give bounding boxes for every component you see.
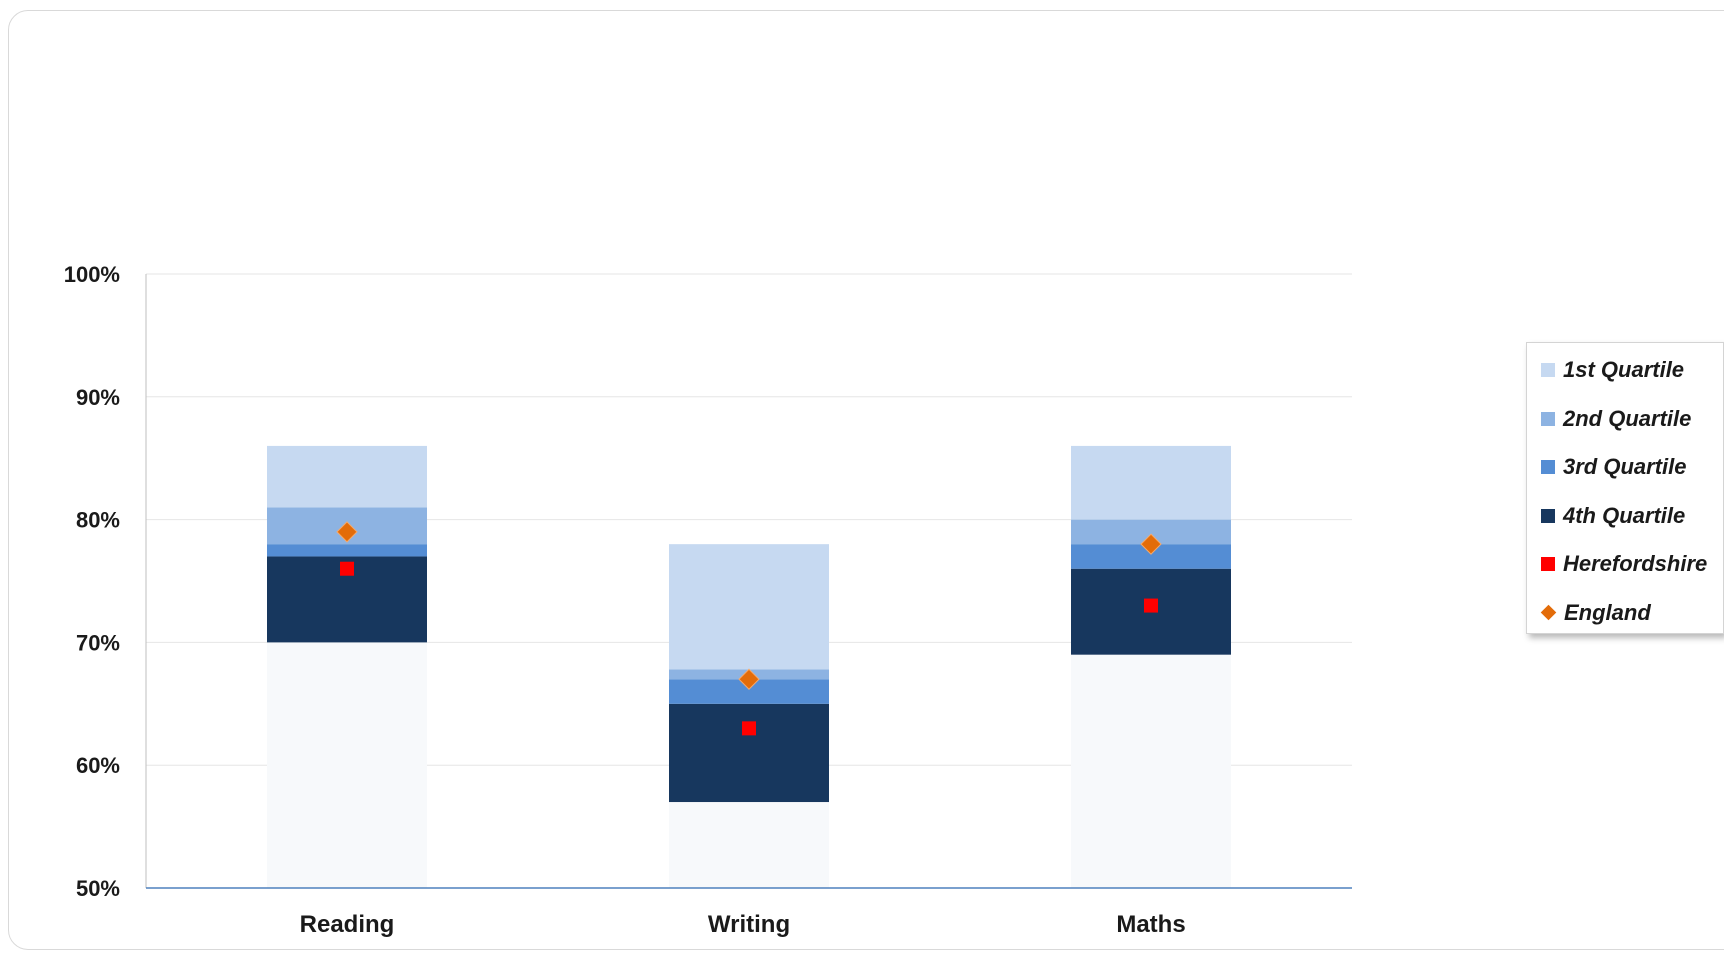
herefordshire-marker: [340, 561, 354, 576]
legend-label: 4th Quartile: [1563, 502, 1686, 528]
legend-item: Herefordshire: [1541, 549, 1707, 579]
bar-segment-3rd-quartile: [267, 544, 427, 557]
x-category-label: Writing: [708, 911, 790, 938]
bars: [267, 445, 1231, 888]
y-tick-label: 80%: [76, 508, 120, 533]
bar-segment-1st-quartile: [669, 544, 829, 670]
england-marker: [1140, 533, 1162, 555]
legend-label: 1st Quartile: [1563, 357, 1685, 382]
legend: 1st Quartile 2nd Quartile 3rd Quartile 4th …: [1526, 342, 1724, 634]
bar-segment-1st-quartile: [267, 445, 427, 508]
y-tick-label: 70%: [76, 630, 120, 655]
bar-segment-4th-quartile: [669, 703, 829, 803]
square-swatch-icon: [1541, 460, 1555, 474]
y-tick-label: 50%: [76, 876, 120, 901]
legend-item: 1st Quartile: [1541, 355, 1684, 385]
x-category-labels: Reading Writing Maths: [300, 911, 1186, 938]
bar-base-segment: [267, 642, 427, 888]
legend-label: England: [1564, 599, 1651, 625]
herefordshire-marker: [742, 721, 756, 736]
legend-item: England: [1540, 598, 1651, 628]
legend-label: 2nd Quartile: [1563, 405, 1692, 431]
y-tick-label: 100%: [64, 262, 120, 287]
square-swatch-icon: [1541, 508, 1555, 523]
bar-base-segment: [669, 802, 829, 888]
markers: [336, 521, 1162, 736]
square-swatch-icon: [1541, 557, 1555, 571]
y-tick-labels: 50% 60% 70% 80% 90% 100%: [64, 262, 120, 901]
england-marker: [738, 668, 760, 690]
england-marker: [336, 521, 358, 543]
square-swatch-icon: [1541, 411, 1555, 426]
legend-item: 4th Quartile: [1541, 501, 1685, 531]
x-category-label: Maths: [1116, 911, 1185, 938]
y-tick-label: 90%: [76, 385, 120, 410]
herefordshire-marker: [1144, 598, 1158, 613]
legend-item: 3rd Quartile: [1541, 452, 1686, 482]
square-swatch-icon: [1541, 363, 1555, 377]
legend-item: 2nd Quartile: [1541, 404, 1691, 434]
bar-base-segment: [1071, 654, 1231, 888]
axes: [145, 274, 1352, 889]
legend-label: Herefordshire: [1563, 551, 1708, 576]
bar-segment-1st-quartile: [1071, 445, 1231, 520]
x-category-label: Reading: [300, 911, 395, 938]
y-tick-label: 60%: [76, 753, 120, 778]
legend-label: 3rd Quartile: [1563, 454, 1687, 479]
diamond-marker-icon: [1540, 604, 1557, 621]
